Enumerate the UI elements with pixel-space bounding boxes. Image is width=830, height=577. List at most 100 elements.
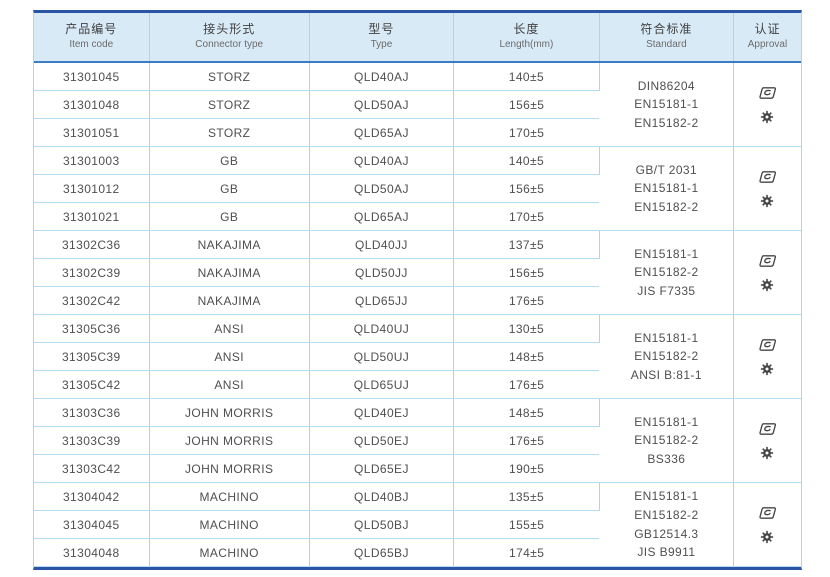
column-header-0: 产品编号 Item code <box>34 13 150 63</box>
type-cell: QLD65JJ <box>309 286 455 315</box>
table-body: 31301045 STORZ QLD40AJ 140±5 DIN86204 EN15181… <box>34 62 801 567</box>
column-header-en: Length(mm) <box>499 39 554 51</box>
column-header-en: Type <box>370 39 393 51</box>
item-code-cell: 31302C42 <box>34 286 150 315</box>
type-cell: QLD50BJ <box>309 510 455 539</box>
type-cell: QLD50AJ <box>309 90 455 119</box>
length-cell: 148±5 <box>453 398 600 427</box>
table-row: 31304045 MACHINO QLD50BJ 155±5 <box>34 510 801 539</box>
certification-logo-icon <box>758 85 777 101</box>
connector-type-cell: GB <box>149 146 310 175</box>
table-row: 31301045 STORZ QLD40AJ 140±5 DIN86204 EN15181… <box>34 62 801 147</box>
approval-icons <box>736 337 799 376</box>
type-cell: QLD40JJ <box>309 230 455 259</box>
item-code-cell: 31301003 <box>34 146 150 175</box>
header-row: 产品编号 Item code 接头形式 Connector type 型号 Type 长度 L… <box>34 13 801 63</box>
table-row: 31302C39 NAKAJIMA QLD50JJ 156±5 <box>34 258 801 287</box>
standard-line: DIN86204 <box>637 78 695 93</box>
connector-type-cell: GB <box>149 174 310 203</box>
standard-line: GB/T 2031 <box>635 162 698 177</box>
length-cell: 140±5 <box>453 146 600 175</box>
product-table-grid: 产品编号 Item code 接头形式 Connector type 型号 Type 长度 L… <box>34 13 801 567</box>
item-code-cell: 31304045 <box>34 510 150 539</box>
item-code-cell: 31305C36 <box>34 314 150 343</box>
standard-line: JIS F7335 <box>637 283 696 298</box>
approval-icons <box>736 421 799 460</box>
standard-line: EN15182-2 <box>634 349 699 364</box>
gear-badge-icon <box>760 446 774 460</box>
standard-line: JIS B9911 <box>637 545 696 560</box>
item-code-cell: 31303C39 <box>34 426 150 455</box>
column-header-zh: 认证 <box>754 22 781 37</box>
length-cell: 156±5 <box>453 90 600 119</box>
approval-cell <box>733 482 801 567</box>
length-cell: 140±5 <box>453 62 600 91</box>
standard-cell: GB/T 2031 EN15181-1 EN15182-2 <box>599 146 734 231</box>
connector-type-cell: MACHINO <box>149 510 310 539</box>
standard-line: BS336 <box>647 451 686 466</box>
length-cell: 170±5 <box>453 118 600 147</box>
type-cell: QLD65EJ <box>309 454 455 483</box>
approval-icons <box>736 253 799 292</box>
table-row: 31301048 STORZ QLD50AJ 156±5 <box>34 90 801 119</box>
type-cell: QLD65AJ <box>309 202 455 231</box>
table-row: 31301012 GB QLD50AJ 156±5 <box>34 174 801 203</box>
standard-line: ANSI B:81-1 <box>630 367 702 382</box>
connector-type-cell: JOHN MORRIS <box>149 426 310 455</box>
approval-cell <box>733 62 801 147</box>
item-code-cell: 31302C39 <box>34 258 150 287</box>
item-code-cell: 31304042 <box>34 482 150 511</box>
standard-line: EN15182-2 <box>634 507 699 522</box>
table-row: 31301051 STORZ QLD65AJ 170±5 <box>34 118 801 147</box>
gear-badge-icon <box>760 362 774 376</box>
approval-cell <box>733 398 801 483</box>
length-cell: 135±5 <box>453 482 600 511</box>
column-header-en: Approval <box>747 39 788 51</box>
approval-icons <box>736 169 799 208</box>
connector-type-cell: STORZ <box>149 118 310 147</box>
length-cell: 156±5 <box>453 258 600 287</box>
approval-cell <box>733 230 801 315</box>
gear-badge-icon <box>760 530 774 544</box>
gear-badge-icon <box>760 194 774 208</box>
certification-logo-icon <box>758 253 777 269</box>
item-code-cell: 31303C42 <box>34 454 150 483</box>
table-row: 31303C39 JOHN MORRIS QLD50EJ 176±5 <box>34 426 801 455</box>
connector-type-cell: MACHINO <box>149 482 310 511</box>
item-code-cell: 31303C36 <box>34 398 150 427</box>
standard-cell: EN15181-1 EN15182-2 ANSI B:81-1 <box>599 314 734 399</box>
length-cell: 190±5 <box>453 454 600 483</box>
column-header-zh: 型号 <box>368 22 395 37</box>
table-row: 31302C36 NAKAJIMA QLD40JJ 137±5 EN15181-1 EN1… <box>34 230 801 315</box>
approval-cell <box>733 146 801 231</box>
column-header-2: 型号 Type <box>309 13 455 63</box>
table-row: 31301021 GB QLD65AJ 170±5 <box>34 202 801 231</box>
gear-badge-icon <box>760 278 774 292</box>
connector-type-cell: STORZ <box>149 62 310 91</box>
connector-type-cell: NAKAJIMA <box>149 258 310 287</box>
table-row: 31303C36 JOHN MORRIS QLD40EJ 148±5 EN15181-1… <box>34 398 801 483</box>
type-cell: QLD40AJ <box>309 146 455 175</box>
item-code-cell: 31302C36 <box>34 230 150 259</box>
length-cell: 170±5 <box>453 202 600 231</box>
item-code-cell: 31301051 <box>34 118 150 147</box>
approval-icons <box>736 505 799 544</box>
length-cell: 174±5 <box>453 538 600 567</box>
length-cell: 176±5 <box>453 286 600 315</box>
certification-logo-icon <box>758 505 777 521</box>
type-cell: QLD50AJ <box>309 174 455 203</box>
standard-line: EN15181-1 <box>634 181 699 196</box>
type-cell: QLD40BJ <box>309 482 455 511</box>
type-cell: QLD65UJ <box>309 370 455 399</box>
length-cell: 176±5 <box>453 370 600 399</box>
type-cell: QLD50JJ <box>309 258 455 287</box>
column-header-zh: 产品编号 <box>65 22 118 37</box>
length-cell: 155±5 <box>453 510 600 539</box>
product-table: 产品编号 Item code 接头形式 Connector type 型号 Type 长度 L… <box>33 10 802 570</box>
type-cell: QLD65BJ <box>309 538 455 567</box>
connector-type-cell: GB <box>149 202 310 231</box>
connector-type-cell: NAKAJIMA <box>149 286 310 315</box>
item-code-cell: 31301021 <box>34 202 150 231</box>
column-header-en: Connector type <box>195 39 264 51</box>
